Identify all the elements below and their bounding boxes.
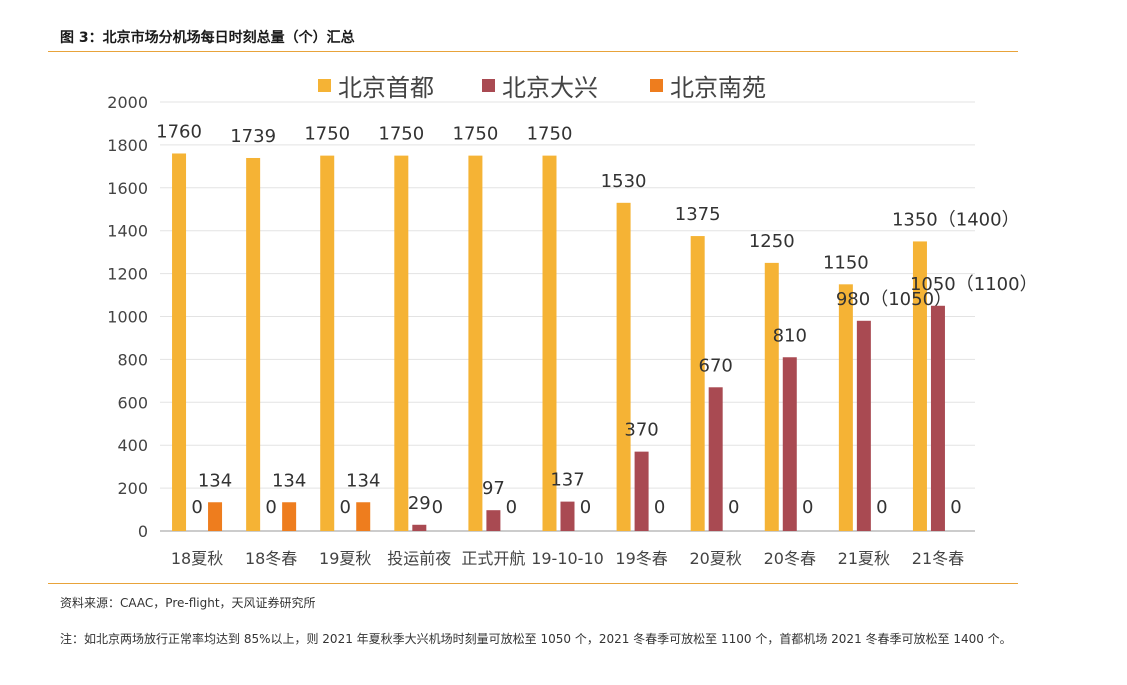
x-tick-label: 19冬春 — [615, 549, 667, 568]
data-label: 810 — [773, 325, 807, 346]
bar-daxing — [708, 387, 723, 531]
data-label: 0 — [580, 497, 591, 518]
x-tick-label: 投运前夜 — [387, 549, 451, 568]
data-label: 134 — [198, 470, 232, 491]
bar-capital — [542, 155, 557, 531]
x-tick-label: 19夏秋 — [319, 549, 371, 568]
top-divider — [48, 51, 1018, 52]
data-label: 1750 — [304, 124, 350, 145]
bar-capital — [246, 157, 261, 531]
legend-label: 北京大兴 — [502, 74, 598, 102]
data-label: 0 — [950, 497, 961, 518]
data-label: 0 — [506, 497, 517, 518]
bar-capital — [838, 284, 853, 531]
x-tick-label: 19-10-10 — [531, 549, 604, 568]
note-text: 注：如北京两场放行正常率均达到 85%以上，则 2021 年夏秋季大兴机场时刻量… — [60, 632, 1012, 646]
bar-daxing — [560, 501, 575, 531]
x-tick-label: 20夏秋 — [689, 549, 741, 568]
data-label: 0 — [340, 497, 351, 518]
data-label: 1530 — [601, 171, 647, 192]
bar-daxing — [930, 305, 945, 531]
bar-capital — [394, 155, 409, 531]
data-label: 0 — [191, 497, 202, 518]
data-label: 134 — [272, 470, 306, 491]
x-tick-label: 20冬春 — [764, 549, 816, 568]
data-label: 0 — [432, 497, 443, 518]
data-label: 1750 — [453, 124, 499, 145]
x-tick-label: 正式开航 — [461, 549, 525, 568]
bar-daxing — [782, 357, 797, 531]
figure-title: 图 3：北京市场分机场每日时刻总量（个）汇总 — [60, 30, 355, 46]
y-tick-label: 1000 — [107, 308, 148, 327]
bar-capital — [320, 155, 335, 531]
y-tick-label: 1400 — [107, 222, 148, 241]
data-label: 97 — [482, 478, 505, 499]
bar-capital — [912, 241, 927, 532]
data-label: 1375 — [675, 204, 721, 225]
data-label: 1750 — [378, 124, 424, 145]
data-label: 1050（1100） — [910, 274, 1038, 295]
y-tick-label: 800 — [117, 350, 148, 369]
data-label: 980（1050） — [836, 289, 952, 310]
bar-daxing — [486, 510, 501, 531]
data-label: 1150 — [823, 252, 869, 273]
y-tick-label: 200 — [117, 479, 148, 498]
x-tick-label: 18夏秋 — [171, 549, 223, 568]
legend-swatch — [650, 79, 663, 92]
data-label: 29 — [408, 493, 431, 514]
data-label: 134 — [346, 470, 380, 491]
data-label: 1250 — [749, 231, 795, 252]
bar-chart: 0 200 400 600 800 1000 1200 1400 1600 1800 2000 176… — [107, 74, 1038, 568]
bar-daxing — [634, 451, 649, 531]
y-tick-label: 1200 — [107, 265, 148, 284]
data-label: 0 — [265, 497, 276, 518]
legend-label: 北京南苑 — [670, 74, 766, 102]
data-label: 370 — [624, 420, 658, 441]
y-tick-label: 400 — [117, 436, 148, 455]
bar-capital — [764, 262, 779, 531]
x-tick-label: 18冬春 — [245, 549, 297, 568]
data-label: 1739 — [230, 126, 276, 147]
y-tick-label: 0 — [138, 522, 148, 541]
data-label: 137 — [550, 470, 584, 491]
bar-capital — [690, 236, 705, 531]
y-tick-label: 1800 — [107, 136, 148, 155]
y-tick-label: 600 — [117, 393, 148, 412]
data-label: 0 — [876, 497, 887, 518]
x-tick-label: 21夏秋 — [838, 549, 890, 568]
bar-daxing — [412, 524, 427, 531]
legend-swatch — [318, 79, 331, 92]
legend-label: 北京首都 — [338, 74, 434, 102]
bar-nanyuan — [356, 502, 371, 531]
data-label: 1350（1400） — [892, 209, 1020, 230]
bottom-divider — [48, 583, 1018, 584]
y-tick-label: 1600 — [107, 179, 148, 198]
data-label: 1750 — [527, 124, 573, 145]
data-label: 0 — [654, 497, 665, 518]
y-tick-label: 2000 — [107, 93, 148, 112]
data-label: 0 — [802, 497, 813, 518]
bar-daxing — [856, 320, 871, 531]
source-text: 资料来源：CAAC，Pre-flight，天风证券研究所 — [60, 596, 316, 610]
data-label: 670 — [699, 355, 733, 376]
bar-nanyuan — [208, 502, 223, 531]
bar-capital — [172, 153, 187, 532]
x-tick-label: 21冬春 — [912, 549, 964, 568]
bar-capital — [616, 202, 631, 531]
legend-swatch — [482, 79, 495, 92]
bar-nanyuan — [282, 502, 297, 531]
data-label: 1760 — [156, 121, 202, 142]
data-label: 0 — [728, 497, 739, 518]
bar-capital — [468, 155, 483, 531]
